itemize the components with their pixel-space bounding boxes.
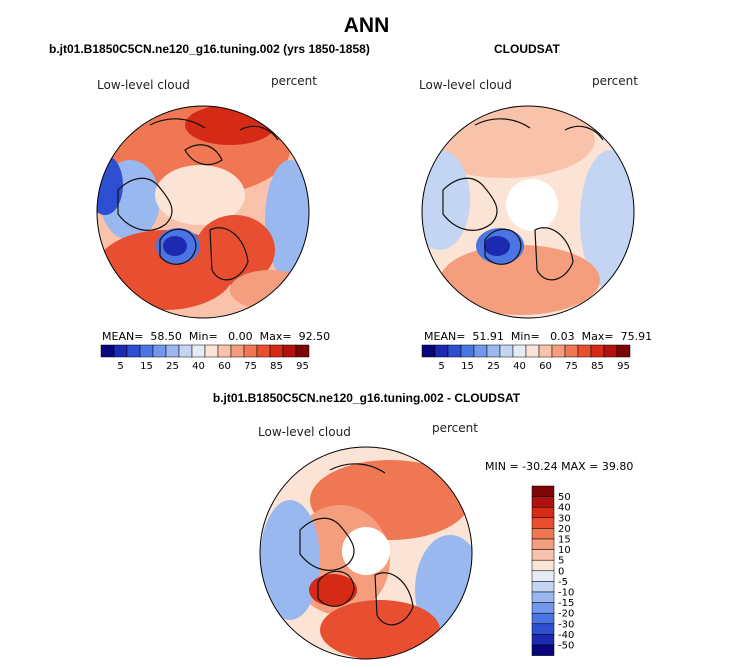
obs-colorbar-tick-label: 95	[617, 361, 630, 372]
diff-colorbar-tick-label: 5	[558, 556, 564, 567]
diff-colorbar-swatch	[531, 528, 555, 540]
obs-colorbar-swatch	[525, 344, 540, 358]
model-colorbar-swatch	[217, 344, 232, 358]
page-title: ANN	[343, 14, 390, 37]
obs-colorbar-tick-label: 40	[513, 361, 526, 372]
obs-field-label: Low-level cloud	[419, 78, 512, 92]
diff-colorbar-tick-label: -20	[558, 609, 574, 620]
model-colorbar-tick-label: 95	[296, 361, 309, 372]
model-colorbar-tick-label: 75	[244, 361, 257, 372]
diff-colorbar-swatch	[531, 485, 555, 497]
obs-colorbar-tick-label: 85	[591, 361, 604, 372]
model-colorbar-tick-label: 60	[218, 361, 231, 372]
diff-colorbar-tick-label: 50	[558, 492, 571, 503]
model-colorbar-swatch	[191, 344, 206, 358]
model-colorbar-swatch	[152, 344, 167, 358]
diff-colorbar-swatch	[531, 549, 555, 561]
diff-colorbar-tick-label: 40	[558, 503, 571, 514]
model-colorbar-swatch	[295, 344, 310, 358]
diff-colorbar-tick-label: -30	[558, 619, 574, 630]
diff-colorbar-swatch	[531, 644, 555, 656]
model-colorbar-swatch	[100, 344, 115, 358]
model-colorbar-tick-label: 40	[192, 361, 205, 372]
obs-colorbar-tick-label: 75	[565, 361, 578, 372]
model-panel-title: b.jt01.B1850C5CN.ne120_g16.tuning.002 (y…	[49, 42, 370, 56]
diff-colorbar-swatch	[531, 538, 555, 550]
model-units-label: percent	[271, 74, 317, 88]
model-colorbar-swatch	[139, 344, 154, 358]
obs-colorbar-swatch	[603, 344, 618, 358]
diff-colorbar-swatch	[531, 591, 555, 603]
model-colorbar-tick-label: 85	[270, 361, 283, 372]
obs-colorbar-swatch	[512, 344, 527, 358]
diff-colorbar-tick-label: -10	[558, 588, 574, 599]
diff-colorbar-swatch	[531, 517, 555, 529]
model-colorbar: 5 15 25 40 60 75 85 95	[100, 344, 310, 372]
obs-colorbar-swatch	[421, 344, 436, 358]
obs-colorbar-swatch	[473, 344, 488, 358]
obs-panel-title: CLOUDSAT	[494, 42, 560, 56]
diff-colorbar-tick-label: 15	[558, 535, 571, 546]
obs-colorbar-tick-label: 15	[461, 361, 474, 372]
model-colorbar-swatch	[243, 344, 258, 358]
model-colorbar-tick-label: 15	[140, 361, 153, 372]
diff-colorbar-tick-label: 30	[558, 513, 571, 524]
diff-panel-title: b.jt01.B1850C5CN.ne120_g16.tuning.002 - …	[212, 391, 521, 405]
model-colorbar-swatch	[126, 344, 141, 358]
model-colorbar-swatch	[113, 344, 128, 358]
obs-colorbar-swatch	[486, 344, 501, 358]
obs-units-label: percent	[592, 74, 638, 88]
diff-stats: MIN = -30.24 MAX = 39.80	[485, 460, 634, 473]
obs-colorbar-swatch	[564, 344, 579, 358]
model-colorbar-swatch	[230, 344, 245, 358]
obs-colorbar: 5 15 25 40 60 75 85 95	[421, 344, 631, 372]
diff-colorbar-tick-label: 20	[558, 524, 571, 535]
diff-units-label: percent	[432, 421, 478, 435]
obs-colorbar-swatch	[577, 344, 592, 358]
obs-colorbar-swatch	[499, 344, 514, 358]
model-colorbar-swatch	[269, 344, 284, 358]
obs-colorbar-swatch	[447, 344, 462, 358]
obs-colorbar-swatch	[616, 344, 631, 358]
obs-colorbar-tick-label: 5	[438, 361, 444, 372]
obs-colorbar-tick-label: 60	[539, 361, 552, 372]
obs-colorbar-swatch	[460, 344, 475, 358]
model-colorbar-tick-label: 25	[166, 361, 179, 372]
model-field-label: Low-level cloud	[97, 78, 190, 92]
diff-colorbar-swatch	[531, 559, 555, 572]
diff-colorbar-swatch	[531, 612, 555, 625]
model-colorbar-swatch	[282, 344, 297, 358]
model-colorbar-swatch	[204, 344, 219, 358]
diff-colorbar-swatch	[531, 570, 555, 582]
obs-colorbar-swatch	[434, 344, 449, 358]
diff-colorbar-swatch	[531, 602, 555, 614]
diff-field-label: Low-level cloud	[258, 425, 351, 439]
obs-colorbar-swatch	[551, 344, 566, 358]
model-colorbar-tick-label: 5	[117, 361, 123, 372]
obs-colorbar-swatch	[538, 344, 553, 358]
diff-colorbar-swatch	[531, 496, 555, 508]
diff-colorbar-swatch	[531, 581, 555, 593]
diff-colorbar-tick-label: -15	[558, 598, 574, 609]
diff-colorbar-swatch	[531, 506, 555, 519]
diff-colorbar-tick-label: -40	[558, 630, 574, 641]
diff-colorbar-tick-label: -50	[558, 641, 574, 652]
diff-colorbar-swatch	[531, 623, 555, 635]
obs-colorbar-tick-label: 25	[487, 361, 500, 372]
obs-stats: MEAN= 51.91 Min= 0.03 Max= 75.91	[424, 330, 653, 343]
diff-colorbar-tick-label: 0	[558, 566, 564, 577]
obs-colorbar-swatch	[590, 344, 605, 358]
model-colorbar-swatch	[165, 344, 180, 358]
model-colorbar-swatch	[178, 344, 193, 358]
diff-colorbar-swatch	[531, 634, 555, 646]
model-colorbar-swatch	[256, 344, 271, 358]
diff-colorbar-tick-label: -5	[558, 577, 568, 588]
diff-colorbar-tick-label: 10	[558, 545, 571, 556]
model-stats: MEAN= 58.50 Min= 0.00 Max= 92.50	[102, 330, 331, 343]
